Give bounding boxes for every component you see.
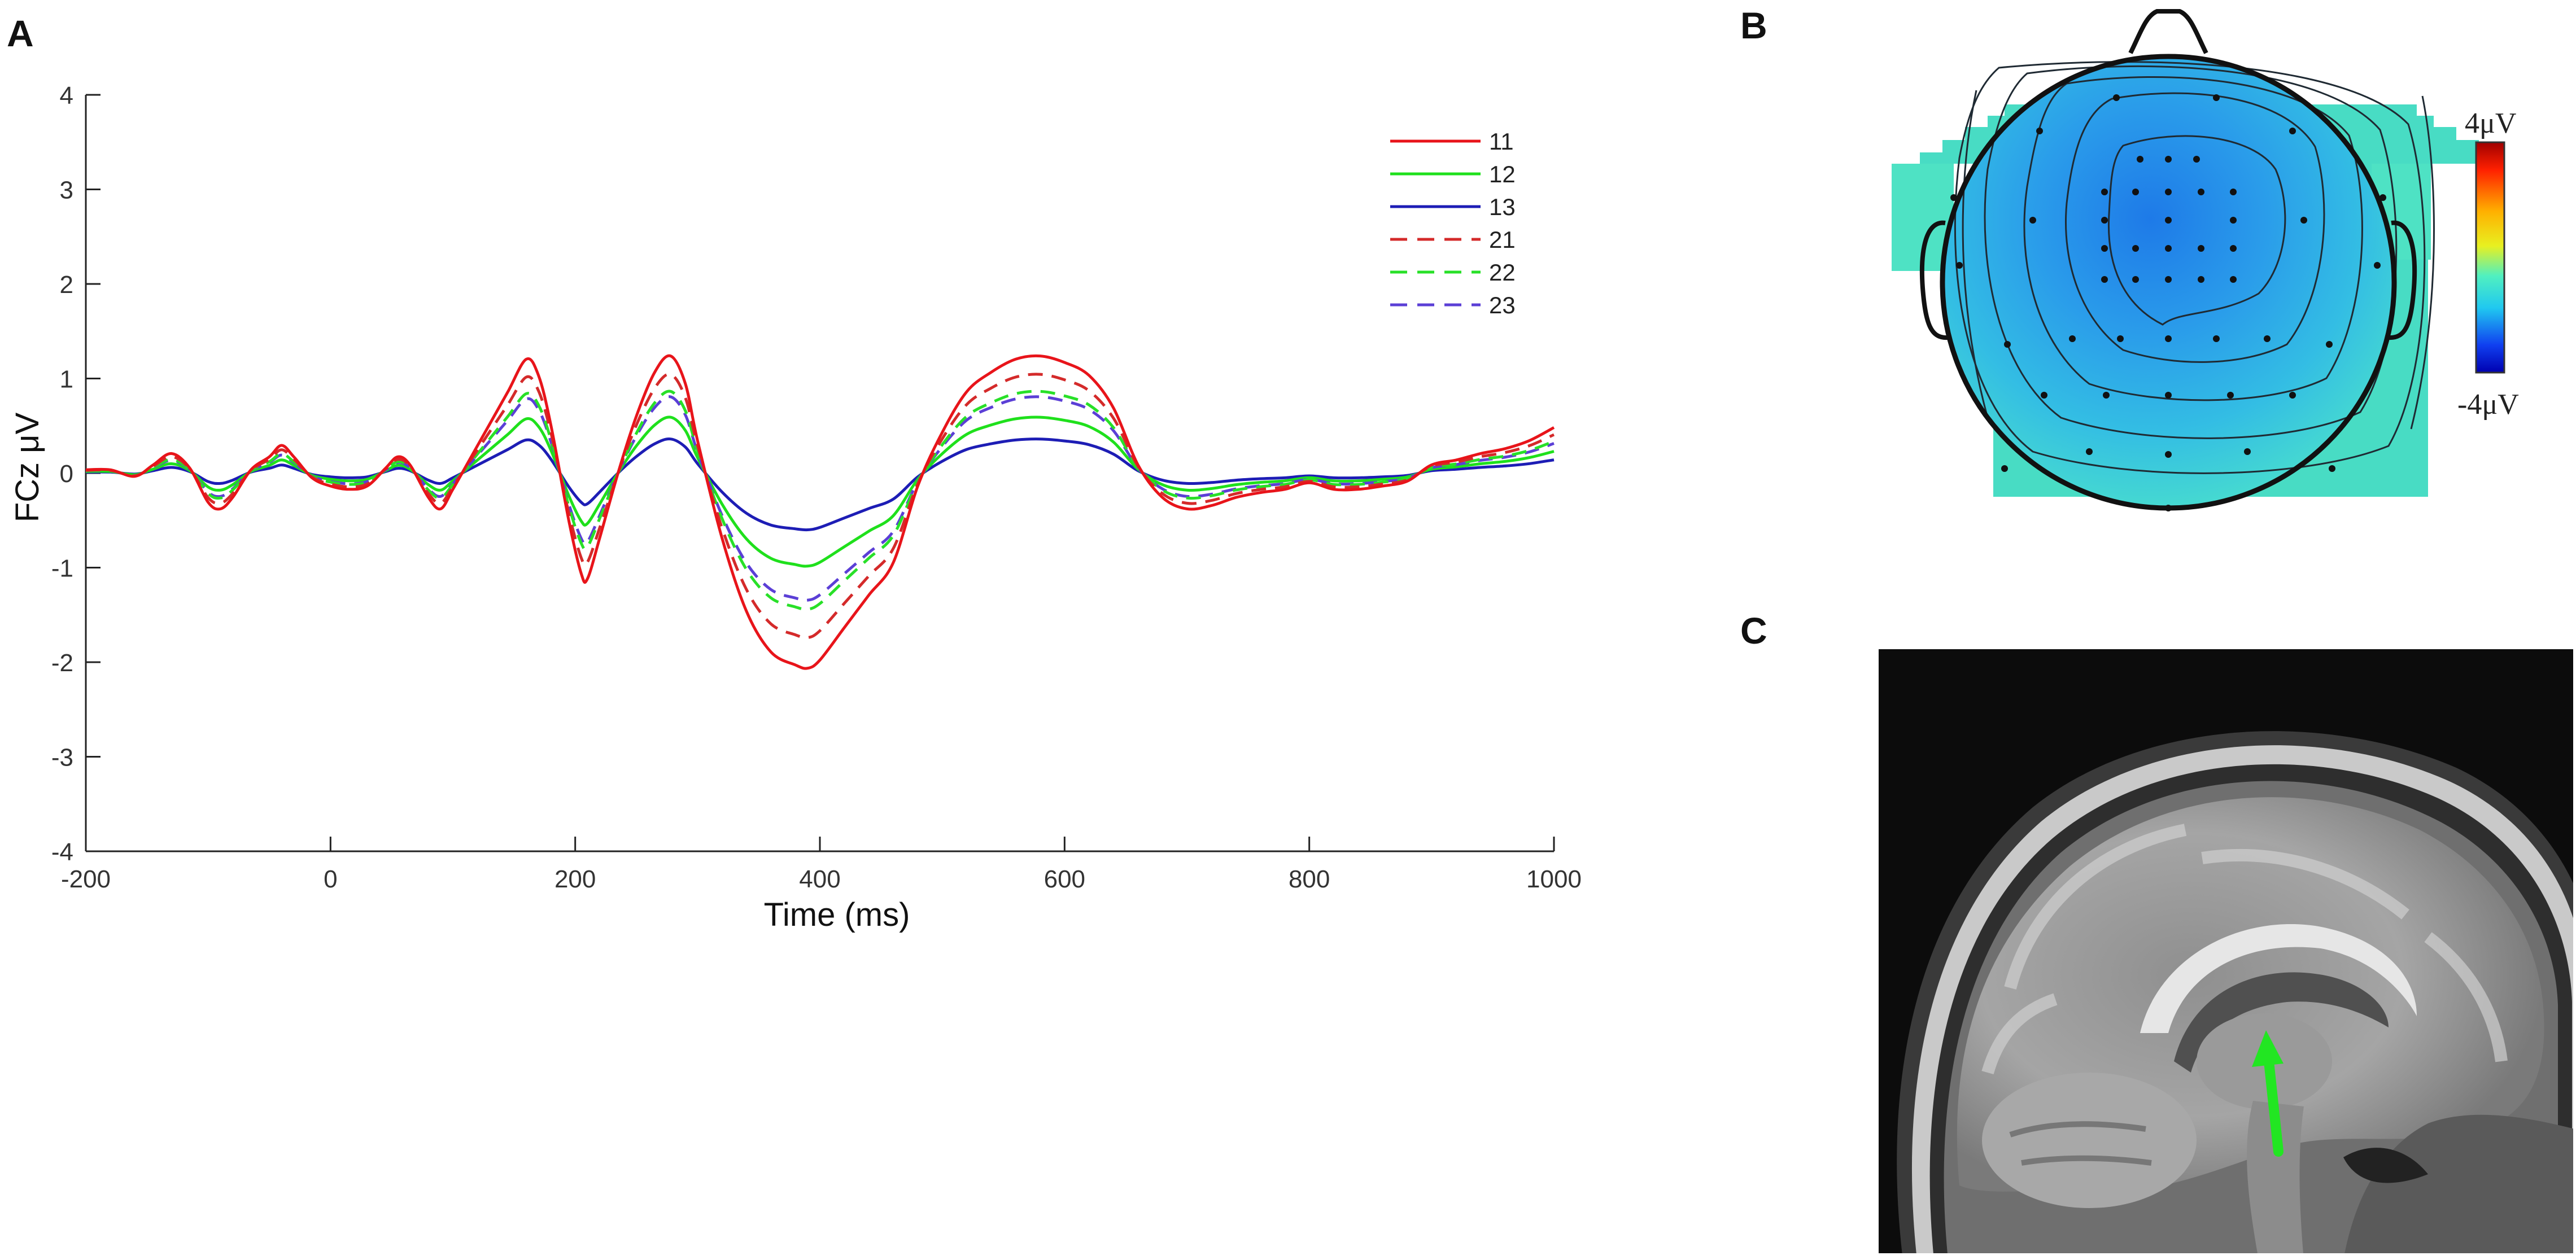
- x-tick-label: 600: [1044, 865, 1085, 893]
- x-tick-label: 1000: [1526, 865, 1582, 893]
- panel-label-c: C: [1740, 610, 1767, 651]
- y-tick-label: 3: [60, 177, 73, 204]
- panel-label-b: B: [1740, 5, 1767, 46]
- legend-label-23: 23: [1489, 292, 1516, 318]
- x-tick-label: 200: [555, 865, 596, 893]
- target-arrow-shaft: [2264, 1056, 2284, 1157]
- colorbar-max-label: 4μV: [2465, 107, 2516, 139]
- series-line-12: [85, 415, 1555, 568]
- y-tick-label: -1: [51, 555, 73, 583]
- x-tick-label: 800: [1289, 865, 1330, 893]
- x-tick-label: 400: [799, 865, 840, 893]
- arrow-head-icon: [2252, 1030, 2284, 1067]
- series-line-21: [85, 373, 1555, 640]
- erp-traces: [85, 354, 1555, 670]
- colorbar-min-label: -4μV: [2457, 388, 2519, 421]
- nose-icon: [2128, 9, 2208, 54]
- legend-label-13: 13: [1489, 194, 1516, 220]
- head-outline: [1940, 54, 2397, 511]
- x-tick-label: -200: [61, 865, 111, 893]
- series-line-13: [85, 438, 1555, 532]
- legend-label-12: 12: [1489, 161, 1516, 187]
- y-tick-label: -3: [51, 744, 73, 772]
- topo-contours: [1954, 61, 2435, 474]
- y-tick-label: 1: [60, 366, 73, 393]
- right-ear-icon: [2388, 220, 2417, 340]
- legend: 11 12 13 21 22 23: [1390, 128, 1516, 318]
- series-line-22: [85, 390, 1555, 611]
- scalp-topography: [1883, 9, 2496, 511]
- series-line-11: [85, 354, 1555, 670]
- y-axis-title: FCz μV: [9, 412, 46, 522]
- x-axis-title: Time (ms): [764, 896, 910, 933]
- y-tick-label: 0: [60, 460, 73, 488]
- mri-sagittal-image: [1879, 649, 2573, 1253]
- legend-label-22: 22: [1489, 259, 1516, 286]
- y-tick-label: -2: [51, 649, 73, 677]
- panel-label-a: A: [7, 12, 34, 54]
- y-tick-label: 2: [60, 271, 73, 299]
- legend-label-11: 11: [1489, 128, 1514, 155]
- x-tick-label: 0: [324, 865, 337, 893]
- series-line-23: [85, 395, 1555, 602]
- colorbar: 4μV -4μV: [2457, 107, 2519, 421]
- legend-label-21: 21: [1489, 226, 1516, 253]
- left-ear-icon: [1919, 220, 1949, 340]
- colorbar-gradient: [2475, 141, 2505, 374]
- y-tick-label: 4: [60, 82, 73, 110]
- y-tick-label: -4: [51, 838, 73, 866]
